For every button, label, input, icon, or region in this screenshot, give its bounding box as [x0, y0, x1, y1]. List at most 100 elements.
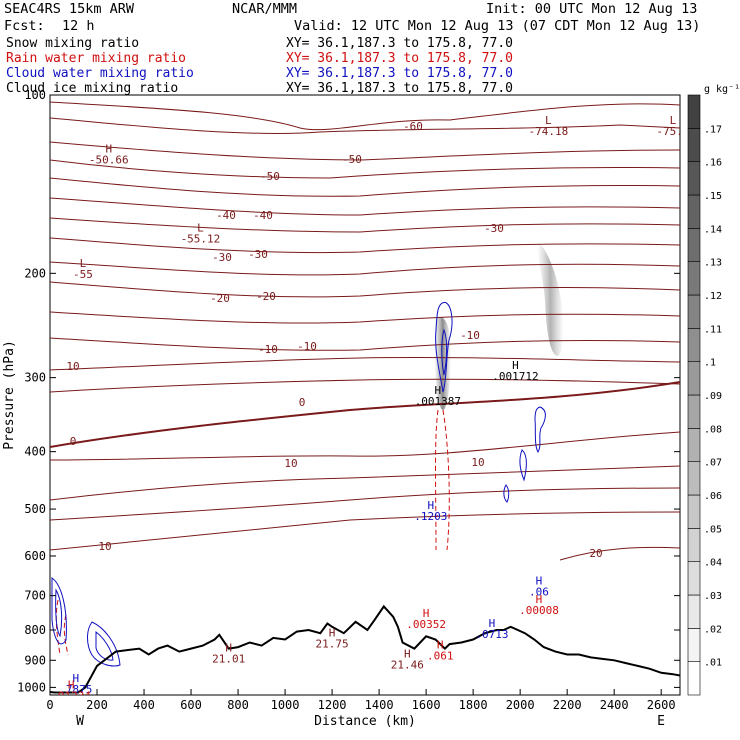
temperature-contour [50, 465, 680, 501]
extremum-value: .00352 [406, 618, 446, 631]
temperature-contour [50, 217, 680, 233]
colorbar-swatch [687, 194, 701, 229]
east-endpoint-label: E [657, 714, 665, 729]
temperature-contour [50, 378, 680, 393]
terrain-profile [50, 604, 680, 694]
extremum-value: .001387 [415, 395, 461, 408]
cloudwater-contour-9 [95, 630, 114, 661]
extremum-kind: H [404, 647, 411, 660]
extremum-kind: L [80, 257, 87, 270]
y-tick-label: 700 [24, 589, 46, 603]
y-tick-label: 100 [24, 88, 46, 102]
legend-cloudice-label: Cloud ice mixing ratio [6, 81, 178, 96]
temperature-contours: -60 -50 -50 -40 -40 -30 -30 -30 -20 -20 -10 -10 -10 1… [50, 101, 680, 561]
extremum-value: -50.66 [89, 153, 129, 166]
y-tick-label: 1000 [17, 680, 46, 694]
legend-rain-xy: XY= 36.1,187.3 to 175.8, 77.0 [286, 51, 513, 66]
colorbar-swatch [687, 261, 701, 296]
extremum-kind: L [545, 114, 552, 127]
colorbar-level-label: .12 [704, 291, 722, 302]
extremum-value: .00008 [519, 604, 559, 617]
colorbar-swatch [687, 461, 701, 496]
temperature-contour [559, 546, 680, 561]
cloudwater-contour-3 [534, 406, 546, 453]
rain-contour-1 [435, 409, 439, 551]
extremum-kind: H [489, 617, 496, 630]
temperature-contour-label: -20 [256, 290, 276, 303]
x-axis: 0 200 400 600 800 1000 1200 1400 1600 1800 2000 220… [46, 689, 676, 712]
legend-cloudice-xy: XY= 36.1,187.3 to 175.8, 77.0 [286, 81, 513, 96]
extremum-kind: L [670, 114, 677, 127]
temperature-contour [50, 101, 680, 131]
extremum-value: 21.01 [212, 653, 245, 666]
temperature-contour-label: 0 [70, 435, 77, 448]
cloudwater-contour-5 [503, 484, 510, 503]
extremum-kind: H [225, 642, 232, 655]
temperature-contour-label: -30 [484, 222, 504, 235]
extremum-value: .061 [427, 650, 454, 663]
colorbar-swatch [687, 661, 701, 696]
cloudwater-contour-7 [55, 588, 63, 638]
extremum-value: .001712 [492, 370, 538, 383]
colorbar-level-label: .17 [704, 124, 722, 135]
colorbar-unit: g kg⁻¹ [704, 84, 740, 95]
temperature-contour [50, 431, 680, 461]
extremum-kind: H [536, 574, 543, 587]
x-tick-label: 200 [86, 698, 108, 712]
colorbar-swatch [687, 594, 701, 629]
colorbar-level-label: .11 [704, 324, 722, 335]
temperature-contour-label: 10 [471, 456, 484, 469]
valid-time: Valid: 12 UTC Mon 12 Aug 13 (07 CDT Mon … [294, 18, 700, 34]
colorbar-level-label: .06 [704, 491, 722, 502]
x-tick-label: 1600 [412, 698, 441, 712]
colorbar-level-label: .14 [704, 224, 722, 235]
y-tick-label: 300 [24, 371, 46, 385]
legend-snow-xy: XY= 36.1,187.3 to 175.8, 77.0 [286, 36, 513, 51]
y-tick-label: 900 [24, 653, 46, 667]
legend-cloudwater-xy: XY= 36.1,187.3 to 175.8, 77.0 [286, 66, 513, 81]
rain-contour-3 [55, 599, 61, 656]
temperature-contour [50, 337, 680, 351]
extremum-value: -55 [73, 268, 93, 281]
extremum-value: .7875 [59, 683, 92, 696]
y-tick-label: 600 [24, 549, 46, 563]
colorbar-swatch [687, 361, 701, 396]
y-tick-label: 800 [24, 623, 46, 637]
extremum-kind: H [428, 499, 435, 512]
temperature-contour-label: -40 [216, 209, 236, 222]
temperature-contour-label: -60 [403, 120, 423, 133]
colorbar-swatch [687, 494, 701, 529]
rain-contours [55, 409, 450, 656]
x-tick-label: 2600 [647, 698, 676, 712]
colorbar-swatch [687, 161, 701, 196]
temperature-contour [50, 381, 680, 448]
colorbar-level-label: .01 [704, 658, 722, 669]
extremum-value: .01234 [51, 690, 91, 703]
extremum-kind: H [512, 359, 519, 372]
extremum-value: -55.12 [181, 233, 221, 246]
extremum-kind: H [105, 142, 112, 155]
y-tick-label: 200 [24, 266, 46, 280]
x-tick-label: 0 [46, 698, 53, 712]
extremum-value: .0713 [475, 628, 508, 641]
colorbar-level-label: .15 [704, 191, 722, 202]
org-label: NCAR/MMM [232, 1, 297, 17]
temperature-contour [50, 261, 680, 276]
plot-contents: -60 -50 -50 -40 -40 -30 -30 -30 -20 -20 -10 -10 -10 1… [50, 101, 680, 703]
x-tick-label: 1200 [318, 698, 347, 712]
colorbar-level-label: .16 [704, 158, 722, 169]
colorbar-level-label: .02 [704, 624, 722, 635]
colorbar-swatch [687, 394, 701, 429]
y-axis-label: Pressure (hPa) [2, 340, 17, 450]
temperature-contour [50, 487, 680, 521]
temperature-contour [50, 177, 680, 197]
temperature-contour-label: 10 [98, 540, 111, 553]
temperature-contour-label: -40 [253, 209, 273, 222]
extremum-kind: L [197, 222, 204, 235]
cloudwater-contour-2 [441, 328, 448, 376]
extrema-labels: H-50.66L-55.12L-55L-74.18L-75.5H.001387H… [51, 114, 680, 703]
legend-cloudwater-label: Cloud water mixing ratio [6, 66, 194, 81]
temperature-contour-label: 0 [299, 396, 306, 409]
extremum-kind: H [73, 672, 80, 685]
